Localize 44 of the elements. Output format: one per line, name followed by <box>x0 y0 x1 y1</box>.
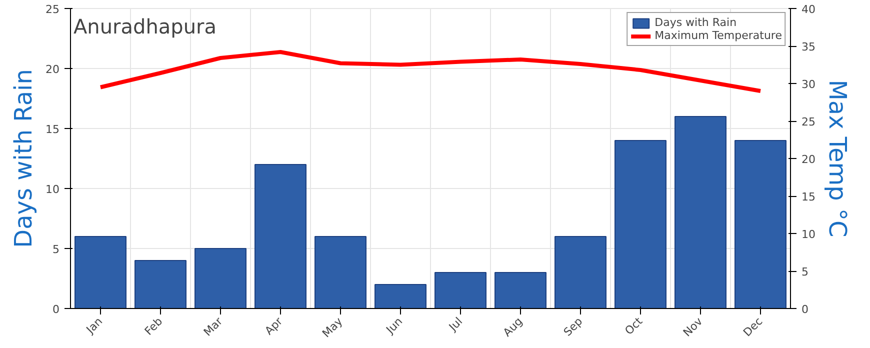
x-tick-label: Jul <box>446 314 466 334</box>
y2-tick-label: 25 <box>802 116 816 128</box>
bar <box>674 116 726 308</box>
y-tick-label: 20 <box>46 63 60 76</box>
y-tick-label: 15 <box>46 123 60 136</box>
x-tick-label: Jan <box>83 314 106 337</box>
x-tick-label: Mar <box>201 314 226 339</box>
bar <box>554 236 606 308</box>
bar <box>314 236 366 308</box>
y-tick-label: 25 <box>46 3 60 16</box>
bar <box>254 164 306 308</box>
y2-tick-label: 0 <box>802 303 808 316</box>
y-tick-label: 5 <box>52 243 60 256</box>
x-tick-label: Jun <box>383 314 406 337</box>
bar <box>734 140 786 308</box>
bar <box>74 236 126 308</box>
x-tick-label: Oct <box>622 314 646 338</box>
y2-tick-label: 40 <box>802 3 816 16</box>
x-tick-label: Nov <box>680 314 706 340</box>
y2-tick-label: 5 <box>802 266 808 278</box>
y-axis-title: Days with Rain <box>10 69 38 248</box>
chart-title: Anuradhapura <box>74 14 216 38</box>
y2-tick-label: 15 <box>802 190 816 204</box>
x-tick-label: Feb <box>142 314 166 338</box>
bar <box>434 272 486 308</box>
bar <box>374 284 426 308</box>
line-series <box>98 50 762 93</box>
bar <box>494 272 546 308</box>
bar <box>614 140 666 308</box>
y2-tick-label: 30 <box>802 78 816 91</box>
legend-label: Maximum Temperature <box>654 29 782 42</box>
bar <box>194 248 246 308</box>
y2-tick-label: 20 <box>802 153 816 166</box>
bar <box>134 260 186 308</box>
y2-tick-label: 35 <box>802 40 816 54</box>
x-tick-label: Dec <box>740 314 766 340</box>
x-tick-label: Sep <box>561 314 586 339</box>
x-tick-label: Apr <box>262 314 286 338</box>
y-tick-label: 0 <box>52 303 60 316</box>
y2-tick-label: 10 <box>802 228 816 241</box>
y2-axis-title: Max Temp °C <box>823 80 852 238</box>
y-tick-label: 10 <box>46 183 60 196</box>
legend-label: Days with Rain <box>654 16 737 29</box>
x-tick-label: Aug <box>500 314 526 340</box>
